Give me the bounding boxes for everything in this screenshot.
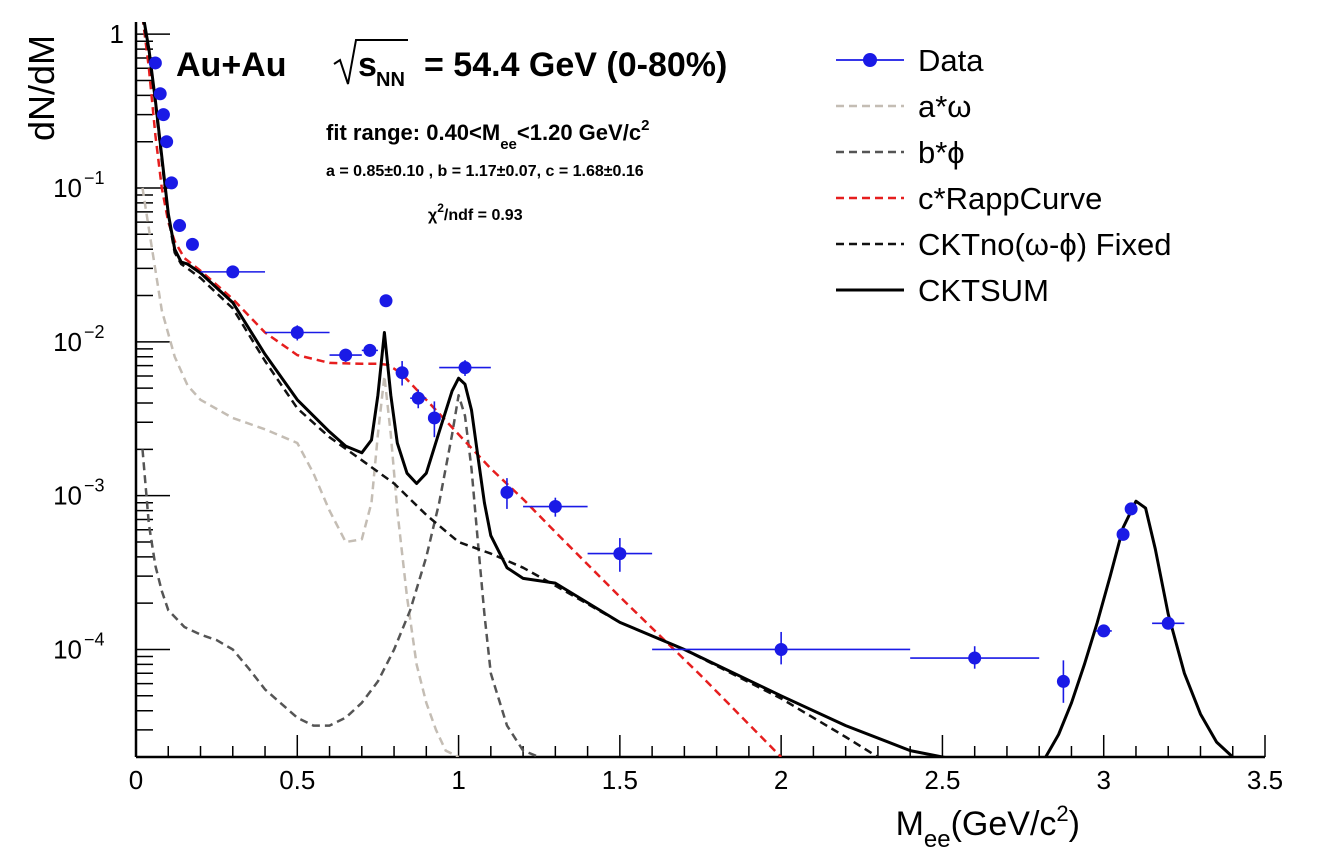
data-point bbox=[157, 108, 170, 121]
y-tick-label: 10 bbox=[53, 327, 82, 357]
data-marker bbox=[363, 344, 376, 357]
data-marker bbox=[428, 411, 441, 424]
y-tick-label-exponent: −2 bbox=[84, 322, 105, 342]
x-tick-label: 0.5 bbox=[279, 765, 315, 795]
data-marker bbox=[157, 108, 170, 121]
data-marker bbox=[379, 294, 392, 307]
title-system: Au+Au bbox=[176, 46, 287, 84]
chart-title: Au+Au s NN = 54.4 GeV (0-80%) bbox=[176, 40, 727, 91]
data-marker bbox=[186, 238, 199, 251]
data-point bbox=[1117, 528, 1130, 541]
data-marker bbox=[149, 56, 162, 69]
legend-label: b*ϕ bbox=[918, 135, 965, 170]
data-point bbox=[379, 294, 392, 307]
title-s: s bbox=[358, 46, 377, 84]
data-marker bbox=[154, 87, 167, 100]
data-marker bbox=[1117, 528, 1130, 541]
legend-label: Data bbox=[918, 43, 984, 78]
data-marker bbox=[291, 326, 304, 339]
data-marker bbox=[165, 176, 178, 189]
data-marker bbox=[226, 265, 239, 278]
x-tick-label: 1 bbox=[451, 765, 465, 795]
data-point bbox=[160, 135, 173, 148]
y-tick-label: 10 bbox=[53, 481, 82, 511]
y-tick-label-exponent: −4 bbox=[84, 629, 105, 649]
data-marker bbox=[160, 135, 173, 148]
data-marker bbox=[173, 219, 186, 232]
x-tick-label: 2 bbox=[774, 765, 788, 795]
data-marker bbox=[459, 361, 472, 374]
legend-label: CKTno(ω-ϕ) Fixed bbox=[918, 227, 1171, 262]
data-point bbox=[1125, 502, 1138, 515]
legend-label: c*RappCurve bbox=[918, 181, 1102, 216]
data-marker bbox=[613, 547, 626, 560]
data-marker bbox=[549, 500, 562, 513]
legend-label: CKTSUM bbox=[918, 273, 1049, 308]
data-marker bbox=[968, 652, 981, 665]
title-energy: = 54.4 GeV (0-80%) bbox=[424, 46, 727, 84]
y-tick-label-exponent: −1 bbox=[84, 168, 105, 188]
data-marker bbox=[396, 366, 409, 379]
title-s-subscript: NN bbox=[376, 69, 405, 91]
x-tick-label: 3.5 bbox=[1247, 765, 1283, 795]
y-tick-label: 10 bbox=[53, 173, 82, 203]
y-tick-label: 10 bbox=[53, 634, 82, 664]
data-marker bbox=[1162, 617, 1175, 630]
y-axis-label: dN/dM bbox=[21, 35, 62, 141]
data-point bbox=[149, 56, 162, 69]
data-marker bbox=[775, 643, 788, 656]
legend-marker bbox=[863, 53, 877, 67]
data-point bbox=[186, 238, 199, 251]
data-marker bbox=[500, 486, 513, 499]
data-point bbox=[165, 176, 178, 189]
data-marker bbox=[1057, 675, 1070, 688]
y-tick-label-exponent: −3 bbox=[84, 476, 105, 496]
x-tick-label: 1.5 bbox=[602, 765, 638, 795]
x-tick-label: 3 bbox=[1096, 765, 1110, 795]
x-tick-label: 0 bbox=[129, 765, 143, 795]
legend-label: a*ω bbox=[918, 89, 972, 124]
data-marker bbox=[1125, 502, 1138, 515]
data-point bbox=[173, 219, 186, 232]
y-tick-label: 1 bbox=[110, 19, 124, 49]
data-point bbox=[154, 87, 167, 100]
data-marker bbox=[1097, 624, 1110, 637]
data-marker bbox=[339, 349, 352, 362]
fit-params-label: a = 0.85±0.10 , b = 1.17±0.07, c = 1.68±… bbox=[326, 163, 644, 180]
data-marker bbox=[412, 392, 425, 405]
x-tick-label: 2.5 bbox=[924, 765, 960, 795]
